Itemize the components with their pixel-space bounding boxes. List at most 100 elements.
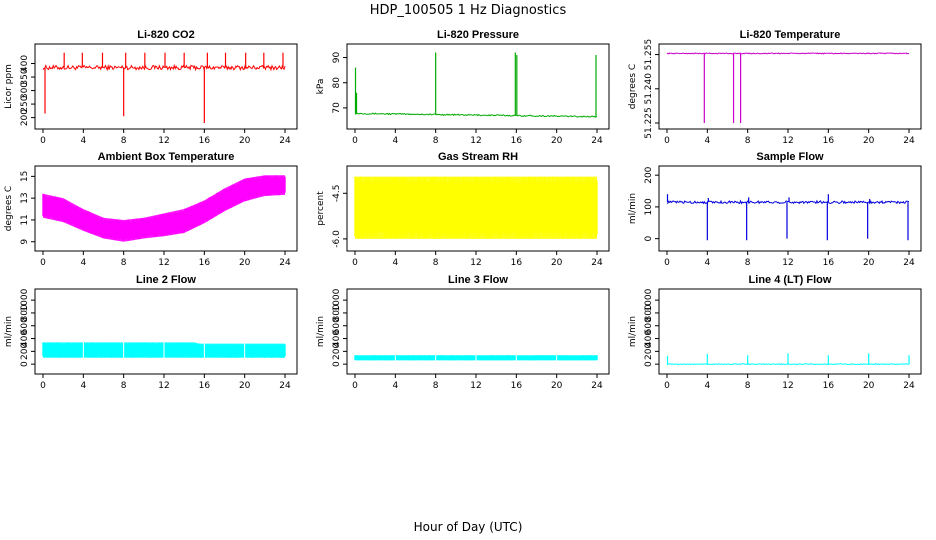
x-tick-label: 4 — [392, 381, 398, 391]
x-tick-label: 8 — [121, 258, 127, 268]
x-tick-label: 12 — [470, 136, 481, 146]
x-tick-label: 8 — [433, 258, 439, 268]
y-tick-label: 51.225 — [644, 107, 654, 139]
panel-1: Li-820 CO2 Licor ppm 0 4 8 12 16 20 24 2002503003… — [4, 29, 298, 146]
panel-title: Ambient Box Temperature — [98, 151, 235, 163]
x-tick-label: 24 — [279, 136, 291, 146]
plot-frame — [658, 288, 922, 375]
data-area — [355, 176, 597, 239]
y-tick-label: 600 — [644, 317, 654, 334]
x-tick-label: 16 — [199, 136, 211, 146]
panel-title: Li-820 CO2 — [137, 29, 194, 41]
panel-3: Li-820 Temperature degrees C 0 4 8 12 16 20 24 51… — [628, 29, 922, 146]
x-tick-label: 20 — [551, 136, 563, 146]
plot-frame — [346, 288, 610, 375]
y-axis-label: ml/min — [4, 316, 14, 347]
x-tick-label: 4 — [80, 136, 86, 146]
y-tick-label: 0 — [20, 361, 30, 367]
y-tick-label: 0 — [644, 236, 654, 242]
y-tick-label: 1000 — [20, 288, 30, 311]
x-tick-label: 24 — [591, 381, 603, 391]
x-tick-label: 16 — [823, 381, 835, 391]
y-tick-label: 400 — [332, 330, 342, 347]
x-tick-label: 20 — [863, 258, 875, 268]
panel-8: Line 3 Flow ml/min 0 4 8 12 16 20 24 0 20040060080… — [316, 274, 610, 391]
panel-2: Li-820 Pressure kPa 0 4 8 12 16 20 24 70 80 90 — [316, 29, 610, 146]
y-tick-label: 800 — [332, 304, 342, 321]
x-tick-label: 8 — [745, 136, 751, 146]
y-tick-label: 11 — [20, 214, 30, 225]
plot-frame — [34, 43, 298, 130]
x-tick-label: 0 — [40, 258, 46, 268]
y-tick-label: 800 — [20, 304, 30, 321]
series-plot — [42, 52, 286, 123]
x-tick-label: 8 — [745, 258, 751, 268]
series-plot — [42, 175, 286, 242]
x-tick-label: 24 — [903, 258, 915, 268]
x-tick-label: 4 — [704, 381, 710, 391]
x-tick-label: 24 — [279, 381, 291, 391]
x-tick-label: 24 — [591, 136, 603, 146]
data-line — [666, 52, 910, 55]
x-tick-label: 12 — [158, 258, 169, 268]
panel-4: Ambient Box Temperature degrees C 0 4 8 12 16 2… — [4, 151, 298, 268]
y-tick-label: 70 — [332, 102, 342, 114]
y-tick-label: 200 — [644, 166, 654, 183]
y-axis-label: ml/min — [316, 316, 326, 347]
x-tick-label: 4 — [392, 136, 398, 146]
y-tick-label: 1000 — [332, 288, 342, 311]
y-tick-label: 0 — [644, 361, 654, 367]
x-tick-label: 0 — [352, 136, 358, 146]
y-tick-label: 80 — [332, 77, 342, 89]
y-tick-label: 51.240 — [644, 73, 654, 105]
series-plot — [354, 354, 598, 362]
panel-9: Line 4 (LT) Flow ml/min 0 4 8 12 16 20 24 0 200400… — [628, 274, 922, 391]
y-axis-label: ml/min — [628, 193, 638, 224]
series-plot — [666, 52, 910, 123]
y-tick-label: 9 — [20, 239, 30, 245]
y-axis-label: percent — [316, 191, 326, 226]
y-axis-label: ml/min — [628, 316, 638, 347]
y-tick-label: 200 — [20, 109, 30, 126]
x-tick-label: 12 — [470, 381, 481, 391]
y-tick-label: -6.0 — [332, 230, 342, 248]
x-tick-label: 16 — [511, 381, 523, 391]
x-tick-label: 16 — [511, 258, 523, 268]
x-tick-label: 8 — [433, 136, 439, 146]
y-tick-label: 90 — [332, 52, 342, 64]
panel-title: Sample Flow — [756, 151, 824, 163]
data-line — [42, 63, 286, 72]
y-tick-label: 13 — [20, 192, 30, 203]
x-tick-label: 8 — [433, 381, 439, 391]
y-tick-label: 400 — [20, 330, 30, 347]
x-tick-label: 4 — [80, 258, 86, 268]
x-tick-label: 20 — [239, 136, 251, 146]
y-tick-label: 200 — [644, 342, 654, 359]
x-tick-label: 4 — [80, 381, 86, 391]
data-line — [354, 112, 598, 118]
panel-7: Line 2 Flow ml/min 0 4 8 12 16 20 24 0 20040060080… — [4, 274, 298, 391]
data-line — [666, 199, 910, 205]
plot-frame — [346, 165, 610, 252]
y-axis-label: degrees C — [4, 186, 14, 231]
y-tick-label: 600 — [332, 317, 342, 334]
y-tick-label: 400 — [644, 330, 654, 347]
series-plot — [42, 341, 286, 359]
x-tick-label: 20 — [863, 381, 875, 391]
panel-title: Li-820 Pressure — [437, 29, 519, 41]
x-tick-label: 0 — [664, 381, 670, 391]
x-tick-label: 4 — [704, 136, 710, 146]
plot-frame — [34, 165, 298, 252]
x-tick-label: 4 — [704, 258, 710, 268]
x-tick-label: 20 — [239, 381, 251, 391]
x-tick-label: 16 — [823, 258, 835, 268]
x-tick-label: 12 — [782, 136, 793, 146]
x-tick-label: 16 — [199, 381, 211, 391]
plot-frame — [346, 43, 610, 130]
x-tick-label: 24 — [591, 258, 603, 268]
plot-frame — [658, 43, 922, 130]
x-tick-label: 8 — [121, 136, 127, 146]
y-tick-label: 51.255 — [644, 39, 654, 71]
x-tick-label: 24 — [903, 381, 915, 391]
